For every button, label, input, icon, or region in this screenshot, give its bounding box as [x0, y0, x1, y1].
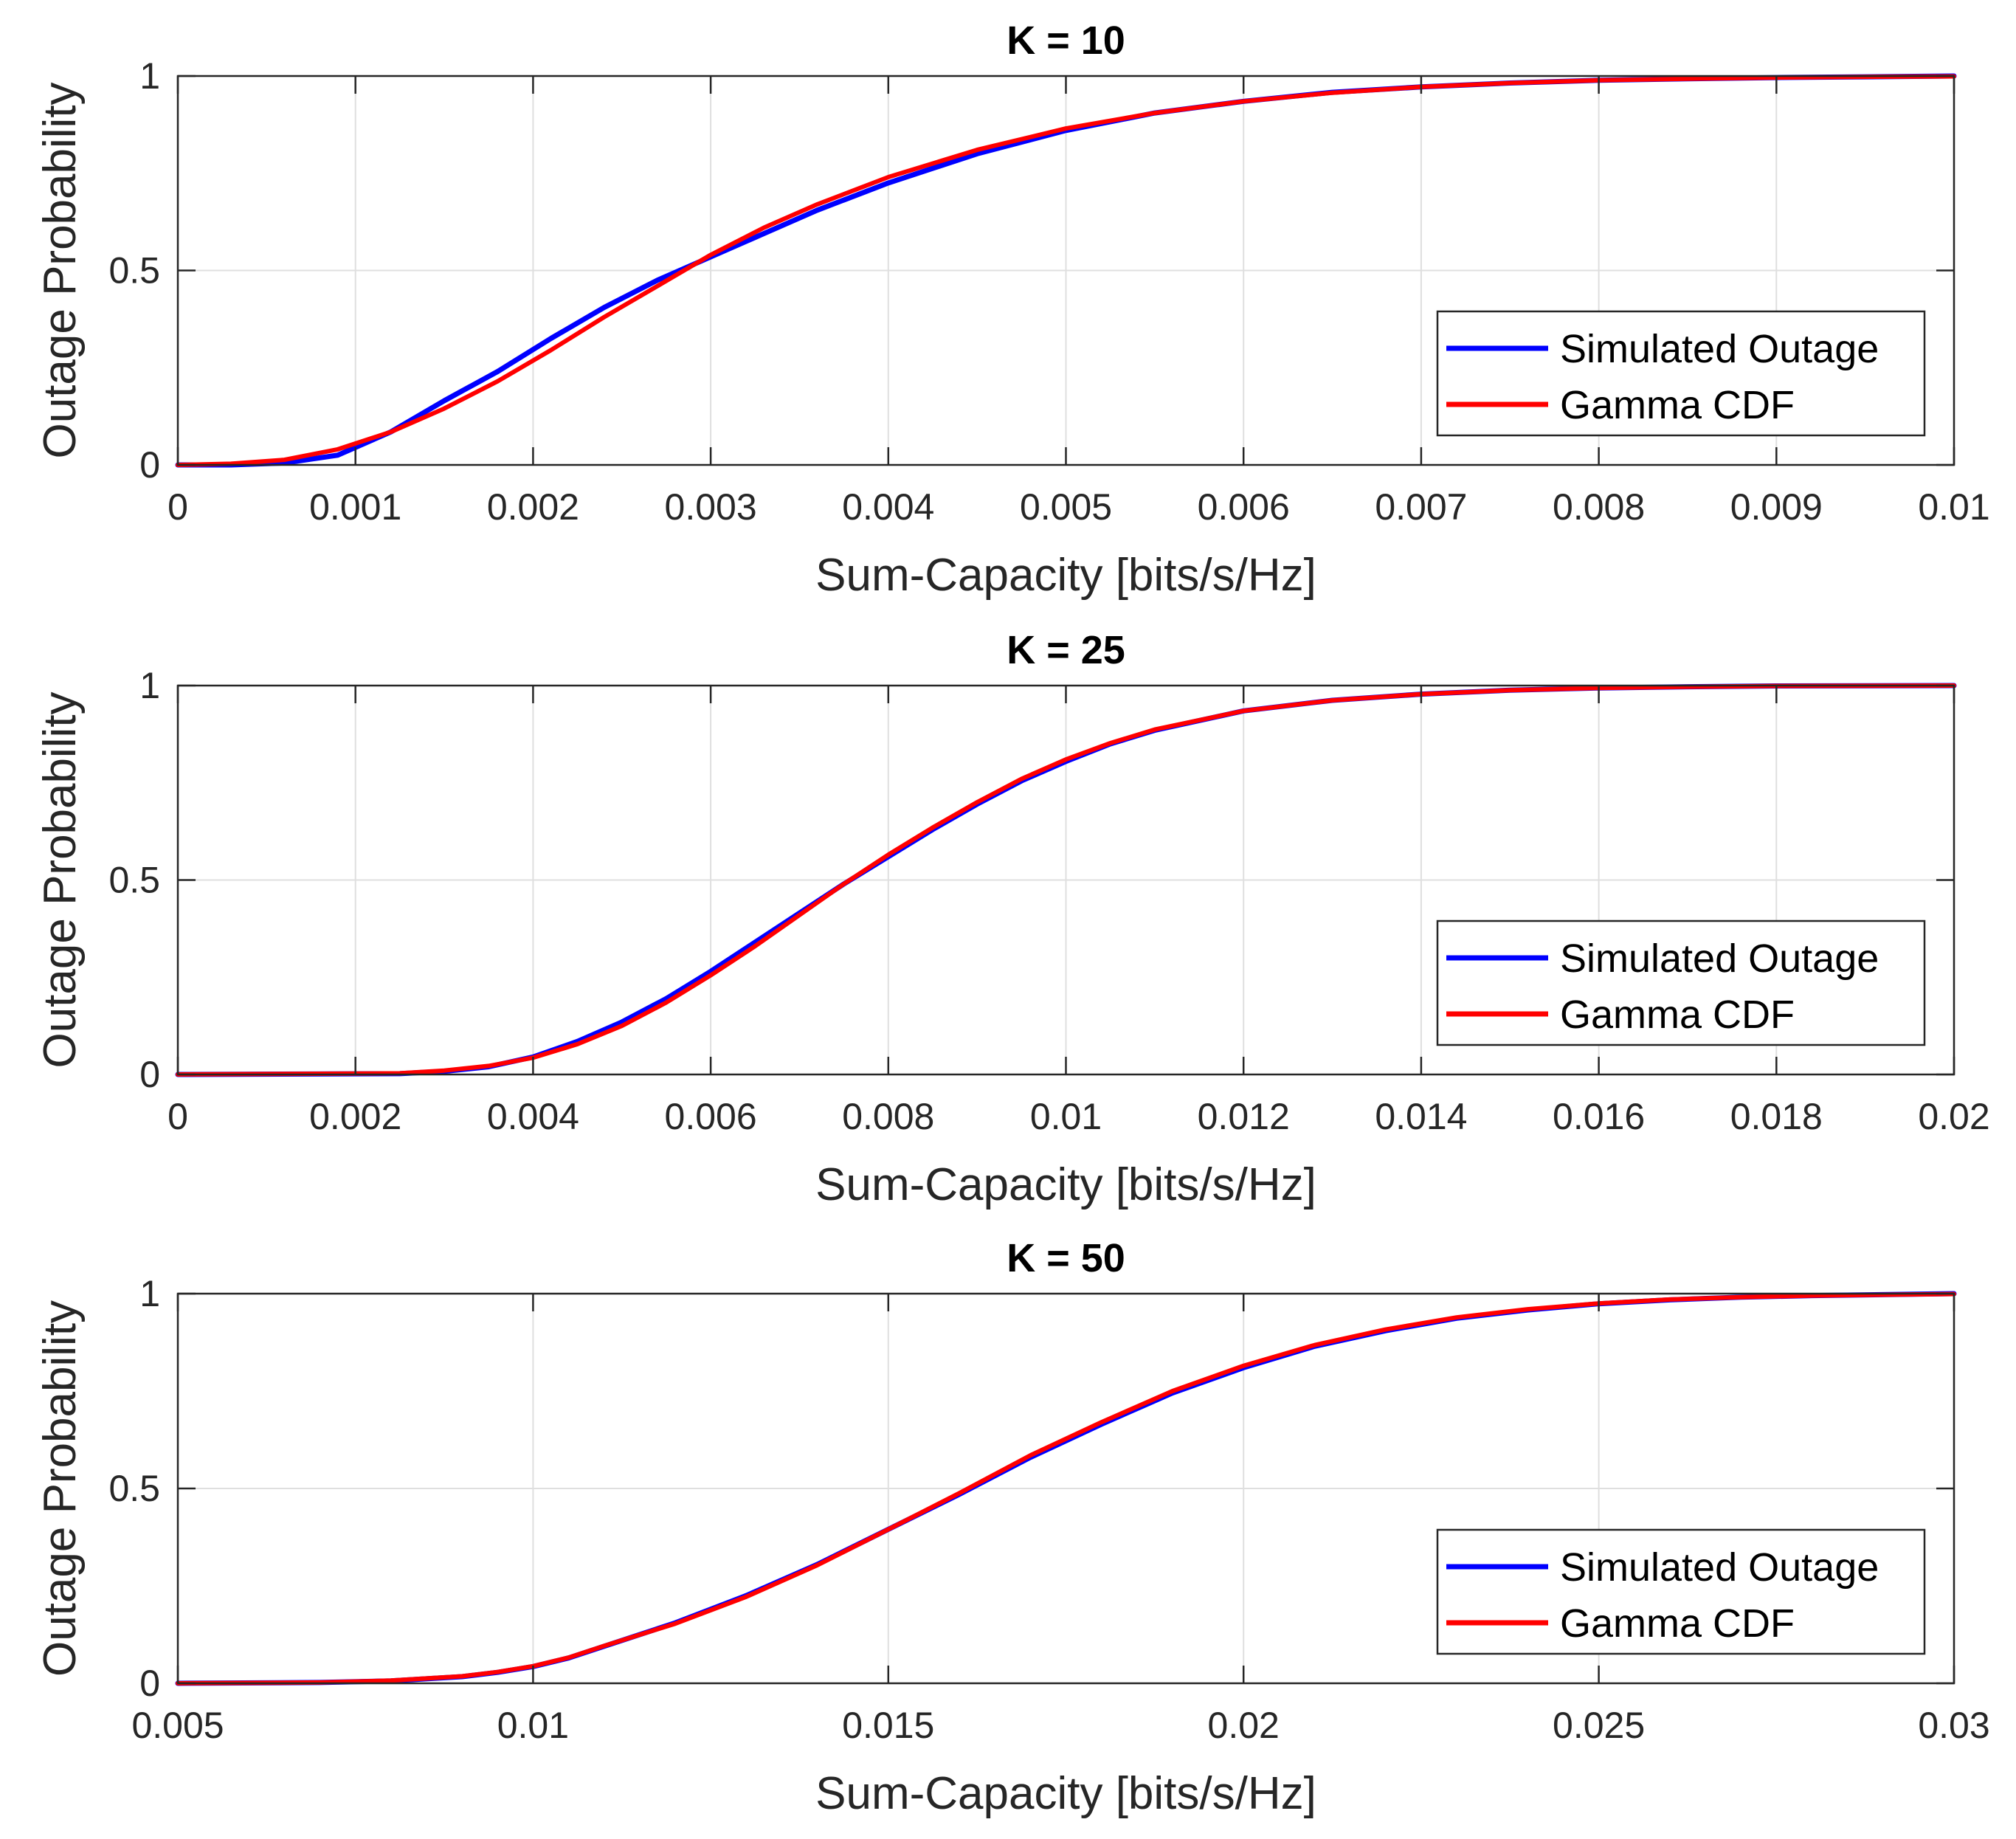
legend-box	[1436, 1528, 1926, 1655]
chart-title: K = 50	[1007, 1236, 1125, 1280]
legend-label: Simulated Outage	[1560, 1545, 1879, 1590]
x-tick-label: 0.006	[665, 1096, 757, 1137]
legend-box	[1436, 310, 1926, 437]
legend-label: Simulated Outage	[1560, 327, 1879, 371]
x-axis-label: Sum-Capacity [bits/s/Hz]	[815, 550, 1316, 601]
x-tick-label: 0.016	[1553, 1096, 1645, 1137]
series-line-gamma-cdf	[176, 74, 1956, 467]
x-axis-label: Sum-Capacity [bits/s/Hz]	[815, 1159, 1316, 1210]
x-tick-label: 0.009	[1730, 486, 1823, 528]
legend-label: Gamma CDF	[1560, 1601, 1795, 1646]
y-axis-label: Outage Probability	[35, 82, 86, 458]
y-tick-label: 0	[139, 1054, 160, 1095]
y-tick-label: 0	[139, 1663, 160, 1704]
chart-panel-1: 0 0.001 0.002 0.003 0.004 0.005 0.006 0.007 0.00…	[35, 18, 1990, 601]
x-axis-label: Sum-Capacity [bits/s/Hz]	[815, 1768, 1316, 1819]
y-axis-label: Outage Probability	[35, 1300, 86, 1677]
x-tick-label: 0.03	[1918, 1705, 1989, 1746]
x-tick-label: 0.01	[497, 1705, 569, 1746]
x-tick-label: 0.015	[842, 1705, 934, 1746]
x-tick-label: 0.02	[1208, 1705, 1280, 1746]
x-tick-label: 0.01	[1030, 1096, 1102, 1137]
y-tick-label: 0.5	[108, 1468, 160, 1509]
x-tick-label: 0.02	[1918, 1096, 1989, 1137]
legend-box	[1436, 920, 1926, 1046]
x-tick-label: 0.005	[1020, 486, 1112, 528]
x-tick-label: 0.012	[1198, 1096, 1290, 1137]
chart-panel-2: 0 0.002 0.004 0.006 0.008 0.01 0.012 0.014 0.016…	[35, 628, 1990, 1210]
x-tick-label: 0.004	[842, 486, 934, 528]
series-line-gamma-cdf	[176, 1291, 1956, 1686]
y-tick-label: 1	[139, 665, 160, 706]
y-tick-label: 1	[139, 55, 160, 97]
y-tick-label: 0.5	[108, 250, 160, 291]
legend: Simulated Outage Gamma CDF	[1436, 1528, 1926, 1655]
x-tick-label: 0	[168, 486, 188, 528]
x-tick-label: 0.014	[1375, 1096, 1467, 1137]
legend: Simulated Outage Gamma CDF	[1436, 310, 1926, 437]
x-tick-label: 0	[168, 1096, 188, 1137]
series-line-gamma-cdf	[176, 683, 1956, 1077]
x-tick-label: 0.004	[487, 1096, 579, 1137]
x-tick-label: 0.008	[1553, 486, 1645, 528]
x-tick-label: 0.002	[487, 486, 579, 528]
chart-title: K = 25	[1007, 628, 1125, 672]
chart-panel-3: 0.005 0.01 0.015 0.02 0.025 0.03 0 0.5 1 K = 50 Su…	[35, 1236, 1990, 1819]
x-tick-label: 0.01	[1918, 486, 1989, 528]
y-tick-label: 0.5	[108, 860, 160, 901]
x-tick-label: 0.005	[131, 1705, 224, 1746]
panels: 0 0.001 0.002 0.003 0.004 0.005 0.006 0.007 0.00…	[35, 18, 1990, 1819]
x-tick-label: 0.025	[1553, 1705, 1645, 1746]
x-tick-label: 0.001	[309, 486, 401, 528]
legend-label: Simulated Outage	[1560, 936, 1879, 981]
y-tick-label: 1	[139, 1273, 160, 1314]
chart-title: K = 10	[1007, 18, 1125, 63]
x-tick-label: 0.007	[1375, 486, 1467, 528]
y-tick-label: 0	[139, 444, 160, 486]
legend-label: Gamma CDF	[1560, 383, 1795, 427]
x-tick-label: 0.008	[842, 1096, 934, 1137]
x-tick-label: 0.002	[309, 1096, 401, 1137]
x-tick-label: 0.006	[1198, 486, 1290, 528]
legend-label: Gamma CDF	[1560, 993, 1795, 1037]
legend: Simulated Outage Gamma CDF	[1436, 920, 1926, 1046]
y-axis-label: Outage Probability	[35, 691, 86, 1068]
x-tick-label: 0.018	[1730, 1096, 1823, 1137]
x-tick-label: 0.003	[665, 486, 757, 528]
